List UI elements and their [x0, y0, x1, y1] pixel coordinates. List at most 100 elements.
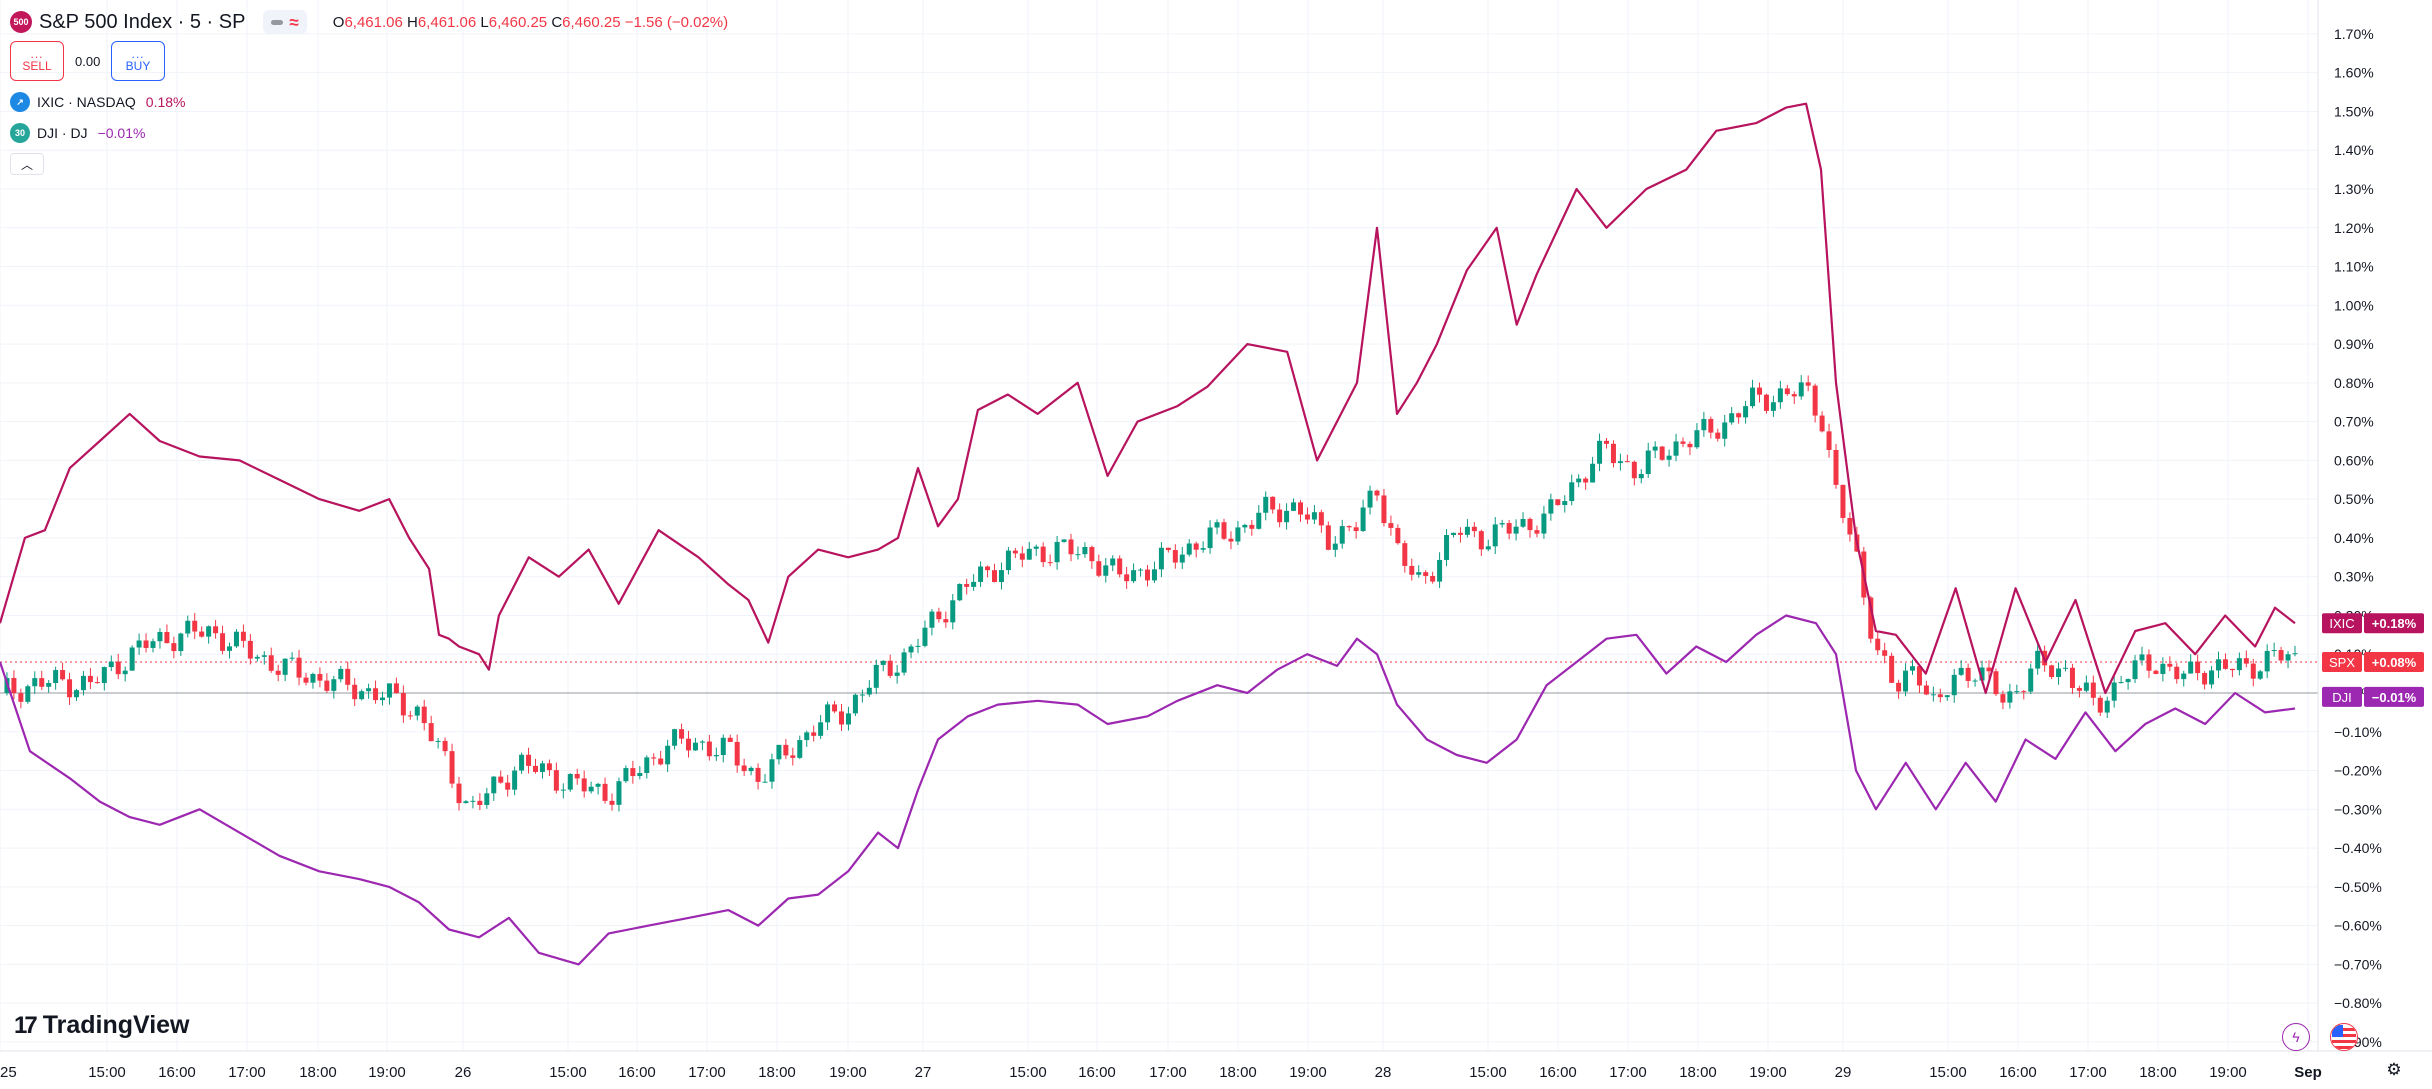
y-tick-label: −0.20% [2334, 763, 2382, 779]
dji-30-icon: 30 [10, 123, 30, 143]
candle-body [317, 673, 323, 681]
candle-body [1750, 387, 1756, 407]
candle-body [595, 783, 601, 787]
candle-body [1332, 543, 1338, 550]
candle-body [526, 754, 532, 766]
candle-body [1923, 685, 1929, 695]
candle-body [623, 768, 629, 782]
candle-body [1944, 695, 1950, 698]
trend-up-icon: ↗ [10, 92, 30, 112]
candle-body [929, 611, 935, 628]
market-status-pill[interactable]: ≈ [263, 10, 307, 34]
y-tick-label: 0.80% [2334, 375, 2374, 391]
y-tick-label: 1.60% [2334, 65, 2374, 81]
candle-body [1736, 413, 1742, 418]
price-axis[interactable]: 1.70% 1.60% 1.50% 1.40% 1.30% 1.20% 1.10% 1.00%… [2317, 0, 2382, 1051]
candle-body [658, 758, 664, 765]
candle-body [247, 640, 253, 659]
legend-dji-symbol: DJI · DJ [37, 125, 88, 141]
candle-body [2202, 673, 2208, 685]
candle-body [1610, 443, 1616, 464]
candle-body [178, 633, 184, 652]
candle-body [1965, 667, 1971, 681]
candle-body [1896, 682, 1902, 692]
candle-body [1179, 554, 1185, 563]
x-tick-label: 26 [455, 1064, 472, 1081]
candle-body [157, 631, 163, 642]
candle-body [2195, 661, 2201, 674]
x-tick-label: 16:00 [158, 1064, 196, 1081]
candle-body [400, 693, 406, 716]
candle-body [2049, 665, 2055, 678]
candle-body [790, 755, 796, 758]
data-delay-icon: ≈ [289, 12, 299, 32]
candle-body [1318, 512, 1324, 526]
candle-body [1777, 388, 1783, 403]
candle-body [1228, 538, 1234, 542]
candle-body [602, 783, 608, 801]
candle-body [1298, 502, 1303, 515]
x-tick-label: 18:00 [2139, 1064, 2177, 1081]
settings-gear-icon[interactable]: ⚙ [2386, 1060, 2402, 1079]
market-closed-icon [271, 19, 284, 25]
y-tick-label: −0.80% [2334, 995, 2382, 1011]
candle-body [268, 655, 274, 671]
candle-body [1743, 406, 1749, 418]
candle-body [1819, 415, 1825, 432]
lightning-icon[interactable]: ϟ [2282, 1023, 2310, 1051]
candle-body [1979, 667, 1985, 681]
candle-body [2257, 671, 2263, 679]
tradingview-logo[interactable]: 17 TradingView [14, 1011, 190, 1040]
candle-body [1019, 553, 1025, 560]
candle-body [414, 706, 420, 716]
buy-button[interactable]: ... BUY [111, 41, 165, 81]
candle-body [164, 631, 170, 644]
candle-body [2056, 668, 2062, 678]
candle-body [491, 776, 497, 794]
close-label: C [551, 13, 563, 31]
us-flag-icon[interactable] [2330, 1023, 2358, 1051]
candle-body [67, 679, 73, 698]
candle-body [2118, 682, 2124, 684]
collapse-legend-button[interactable]: ︿ [10, 153, 44, 175]
candle-body [1277, 509, 1283, 523]
legend-dji[interactable]: 30 DJI · DJ −0.01% [10, 123, 145, 143]
candle-body [852, 694, 858, 714]
y-tick-label: 1.10% [2334, 259, 2374, 275]
candle-body [727, 737, 733, 742]
chart-grid [0, 0, 2318, 1051]
candle-body [345, 668, 351, 685]
candle-body [233, 631, 239, 647]
candle-body [1409, 565, 1415, 575]
candle-body [282, 658, 288, 675]
x-tick-label: 19:00 [1749, 1064, 1787, 1081]
candle-body [630, 768, 636, 777]
candle-body [1826, 431, 1832, 450]
candle-body [567, 773, 573, 790]
x-tick-label: 18:00 [1219, 1064, 1257, 1081]
sell-button[interactable]: ... SELL [10, 41, 64, 81]
candle-body [2167, 663, 2173, 667]
candle-body [1117, 558, 1123, 575]
x-tick-label: 19:00 [2209, 1064, 2247, 1081]
symbol-title[interactable]: S&P 500 Index · 5 · SP [39, 10, 246, 33]
candle-body [971, 581, 977, 587]
candle-body [192, 620, 198, 632]
y-tick-label: −0.40% [2334, 840, 2382, 856]
candle-body [1757, 387, 1762, 395]
candle-body [1889, 655, 1895, 683]
candle-body [2132, 660, 2138, 680]
candle-body [686, 738, 691, 751]
x-tick-label: 17:00 [2069, 1064, 2107, 1081]
legend-ixic[interactable]: ↗ IXIC · NASDAQ 0.18% [10, 92, 186, 112]
low-value: 6,460.25 [488, 13, 548, 31]
time-axis[interactable]: 25 15:00 16:00 17:00 18:00 19:00 26 15:00 16:00 1… [0, 1050, 2432, 1081]
symbol-header[interactable]: 500 S&P 500 Index · 5 · SP ≈ O6,461.06 H… [10, 10, 728, 34]
candle-body [206, 626, 212, 637]
candle-body [407, 715, 413, 717]
x-tick-label: 15:00 [1469, 1064, 1507, 1081]
sp500-logo-icon: 500 [10, 11, 32, 33]
candle-body [2069, 667, 2075, 689]
x-tick-label: 18:00 [1679, 1064, 1717, 1081]
